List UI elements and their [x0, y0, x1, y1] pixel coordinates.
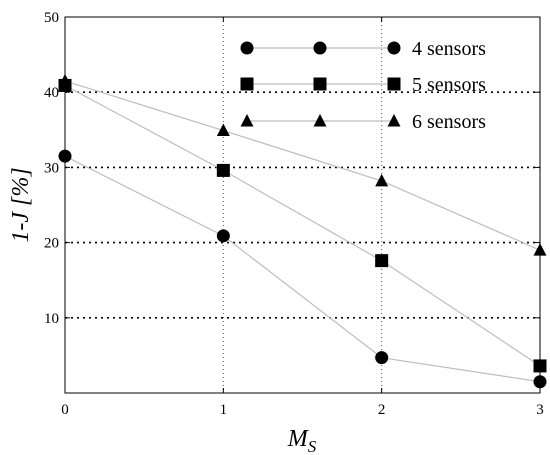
data-point-triangle-x3	[533, 243, 547, 256]
legend-marker-triangle-2	[387, 114, 401, 127]
data-point-circle-x2	[375, 351, 389, 365]
data-point-square-x2	[375, 254, 389, 268]
data-point-circle-x0	[58, 149, 72, 163]
x-axis-title: MS	[287, 426, 317, 455]
plot-area	[64, 16, 541, 394]
series-markers	[58, 73, 547, 389]
legend-label-circle: 4 sensors	[412, 38, 486, 60]
legend-marker-triangle-1	[313, 114, 327, 127]
legend-marker-square-2	[387, 77, 401, 91]
series-line-circle	[64, 155, 541, 383]
legend-marker-circle-0	[240, 41, 254, 55]
legend-marker-square-0	[240, 77, 254, 91]
legend-marker-circle-2	[387, 41, 401, 55]
data-point-triangle-x0	[58, 73, 72, 87]
legend-marker-circle-1	[313, 41, 327, 55]
data-point-circle-x3	[533, 375, 547, 389]
y-axis-title: 1-J [%]	[8, 167, 34, 242]
legend-label-square: 5 sensors	[412, 74, 486, 96]
y-tick-label-40: 40	[44, 85, 59, 101]
grid	[65, 17, 540, 393]
legend-label-triangle: 6 sensors	[412, 111, 486, 133]
data-point-triangle-x1	[216, 123, 230, 137]
y-tick-label-50: 50	[44, 10, 59, 26]
y-tick-label-20: 20	[44, 236, 59, 252]
axis-ticks: 10 20 30 40 50 0 1 2 3	[44, 10, 544, 418]
data-point-triangle-x2	[375, 173, 389, 187]
legend-marker-square-1	[313, 77, 327, 91]
x-tick-label-1: 1	[220, 402, 228, 418]
series-line-square	[64, 84, 541, 367]
data-point-square-x1	[216, 163, 230, 177]
y-tick-label-10: 10	[44, 311, 59, 327]
legend: 4 sensors 5 sensors 6 sensors	[240, 38, 486, 133]
x-axis-title-subscript: S	[308, 437, 317, 455]
x-tick-label-0: 0	[61, 402, 69, 418]
y-tick-label-30: 30	[44, 160, 59, 176]
data-point-square-x3	[533, 359, 547, 373]
series-line-triangle	[64, 80, 541, 251]
x-axis-title-main: M	[287, 426, 310, 452]
legend-marker-triangle-0	[240, 114, 254, 127]
data-point-circle-x1	[216, 229, 230, 243]
x-tick-label-2: 2	[378, 402, 386, 418]
x-tick-label-3: 3	[536, 402, 544, 418]
series-lines	[64, 80, 541, 383]
